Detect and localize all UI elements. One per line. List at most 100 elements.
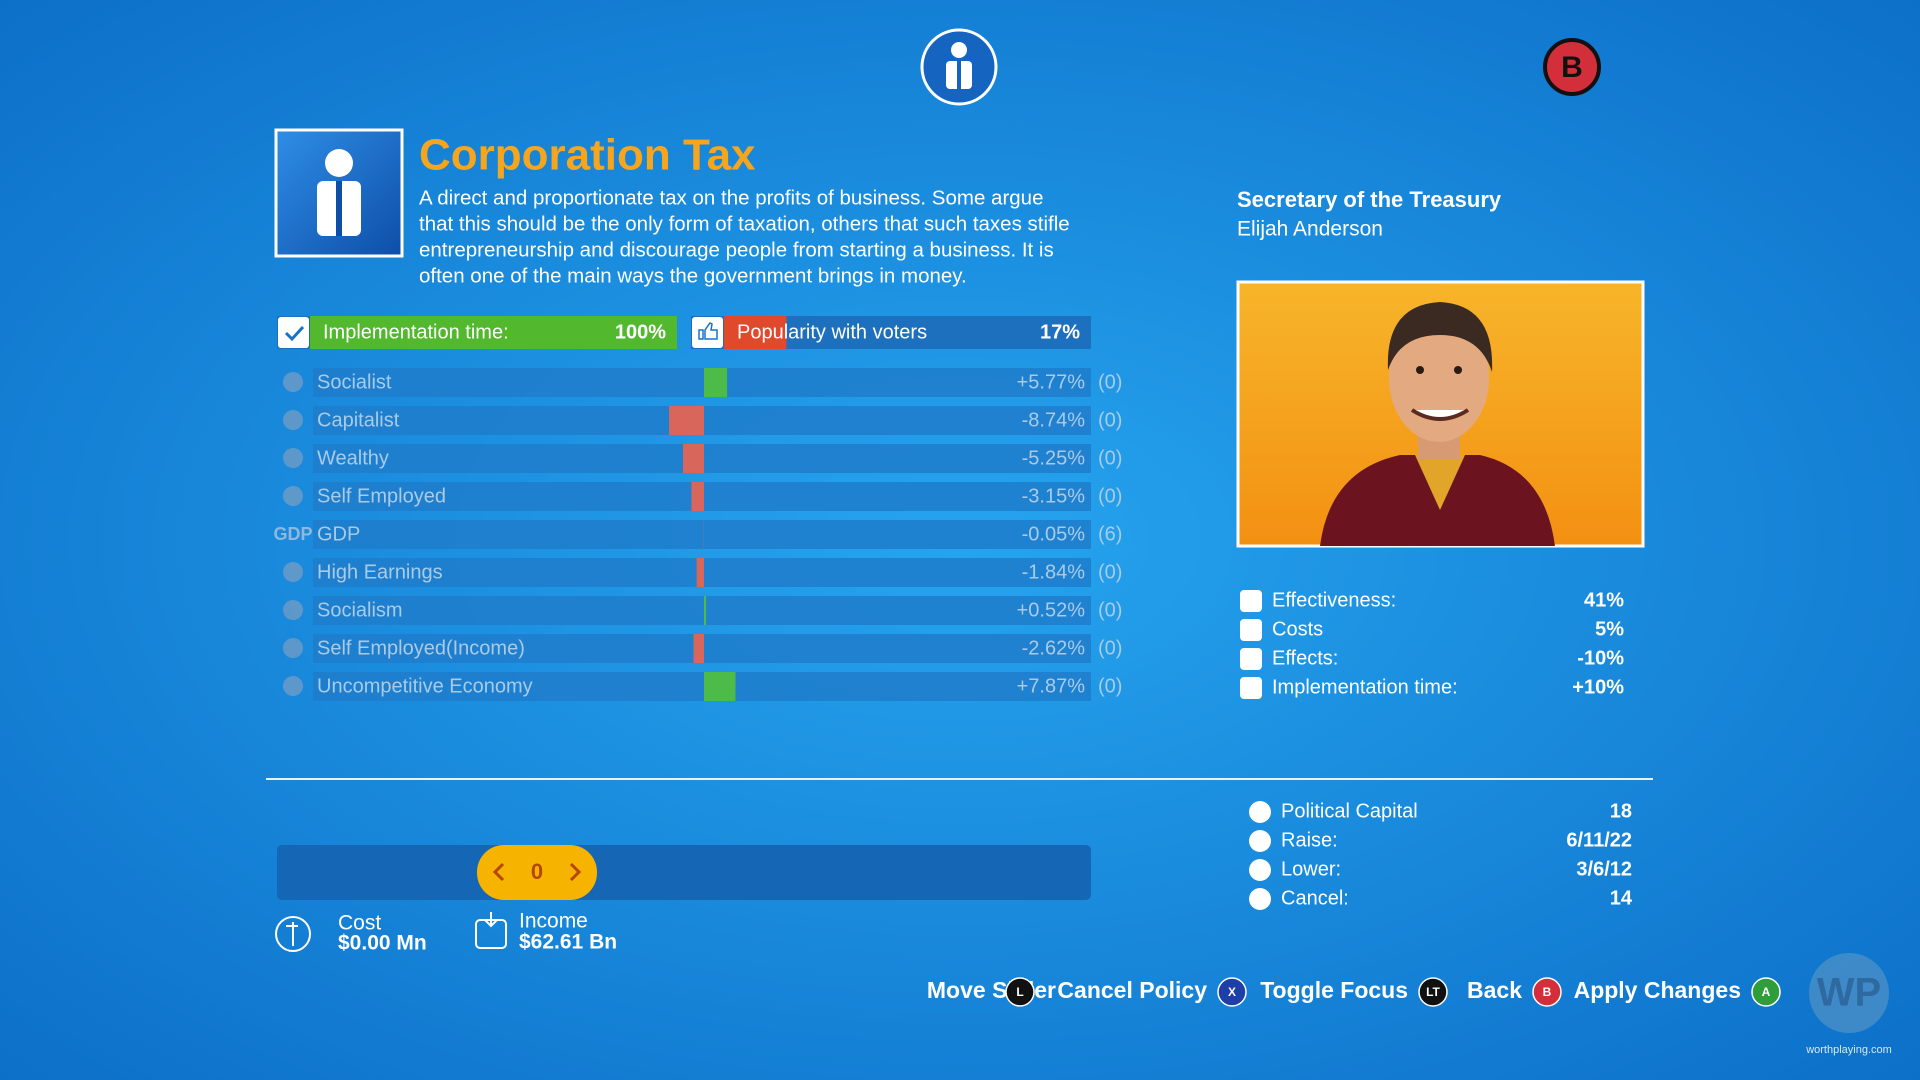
effect-icon-label: GDP xyxy=(273,524,312,544)
effect-value: +0.52% xyxy=(1017,599,1086,621)
modifier-icon xyxy=(1240,677,1262,699)
effect-row xyxy=(313,368,1091,397)
effect-row xyxy=(313,672,1091,701)
popularity-fill xyxy=(724,316,787,349)
effect-bar xyxy=(704,672,736,701)
control-button-label: LT xyxy=(1426,985,1440,999)
control-button-label: B xyxy=(1543,985,1552,999)
effect-delay: (0) xyxy=(1098,561,1122,583)
income-value: $62.61 Bn xyxy=(519,931,617,954)
effect-bar xyxy=(669,406,704,435)
modifier-value: 41% xyxy=(1584,589,1624,611)
check-mark xyxy=(284,325,305,342)
modifier-value: -10% xyxy=(1577,647,1624,669)
control-button-label: A xyxy=(1762,985,1771,999)
policy-description-line: that this should be the only form of tax… xyxy=(419,212,1070,235)
effect-bar xyxy=(683,444,704,473)
effect-value: +7.87% xyxy=(1017,675,1086,697)
modifier-label: Effects: xyxy=(1272,647,1338,669)
slider-knob[interactable]: 0 xyxy=(477,845,597,900)
effect-row xyxy=(313,520,1091,549)
capital-value: 6/11/22 xyxy=(1566,829,1632,851)
minister-title: Secretary of the Treasury xyxy=(1237,187,1502,212)
income-icon xyxy=(475,912,507,949)
slider-value: 0 xyxy=(531,859,543,884)
control-label: Back xyxy=(1467,977,1522,1003)
effect-delay: (0) xyxy=(1098,409,1122,431)
portrait xyxy=(1236,280,1645,548)
effect-name: GDP xyxy=(317,523,360,545)
cost-value: $0.00 Mn xyxy=(338,932,427,955)
effect-value: -3.15% xyxy=(1022,485,1086,507)
effect-icon xyxy=(283,600,303,620)
modifier-icon xyxy=(1240,619,1262,641)
effect-icon xyxy=(283,638,303,658)
capital-value: 18 xyxy=(1610,800,1632,822)
control-button[interactable] xyxy=(1418,977,1448,1007)
effect-value: -0.05% xyxy=(1022,523,1086,545)
effect-icon xyxy=(283,562,303,582)
effect-bar xyxy=(704,368,728,397)
control-label: Apply Changes xyxy=(1574,977,1741,1003)
effect-row xyxy=(313,596,1091,625)
implementation-label: Implementation time: xyxy=(323,321,509,343)
control-button[interactable] xyxy=(1005,977,1035,1007)
effect-name: Uncompetitive Economy xyxy=(317,675,533,697)
effect-icon xyxy=(283,448,303,468)
modifier-label: Implementation time: xyxy=(1272,676,1458,698)
control-button[interactable] xyxy=(1217,977,1247,1007)
effect-name: High Earnings xyxy=(317,561,443,583)
capital-icon xyxy=(1249,801,1271,823)
effect-name: Capitalist xyxy=(317,409,400,431)
control-button[interactable] xyxy=(1751,977,1781,1007)
effect-bar xyxy=(693,634,704,663)
cost-icon xyxy=(275,916,311,952)
back-badge[interactable]: B xyxy=(1543,38,1601,96)
effect-delay: (0) xyxy=(1098,485,1122,507)
policy-description-line: often one of the main ways the governmen… xyxy=(419,264,967,287)
popularity-label: Popularity with voters xyxy=(737,321,927,343)
capital-label: Lower: xyxy=(1281,858,1341,880)
thumb-icon xyxy=(698,322,718,340)
policy-title: Corporation Tax xyxy=(419,131,756,180)
effect-icon xyxy=(283,410,303,430)
modifier-icon xyxy=(1240,590,1262,612)
effect-bar xyxy=(704,596,707,625)
cost-label: Cost xyxy=(338,912,381,935)
popularity-thumb-box xyxy=(692,317,723,348)
capital-value: 3/6/12 xyxy=(1576,858,1632,880)
category-icon xyxy=(920,28,998,106)
effect-icon xyxy=(283,372,303,392)
effect-value: -2.62% xyxy=(1022,637,1086,659)
modifier-label: Effectiveness: xyxy=(1272,589,1396,611)
capital-label: Raise: xyxy=(1281,829,1338,851)
effect-name: Wealthy xyxy=(317,447,389,469)
control-button[interactable] xyxy=(1532,977,1562,1007)
implementation-fill xyxy=(310,316,677,349)
capital-icon xyxy=(1249,859,1271,881)
capital-label: Cancel: xyxy=(1281,887,1349,909)
control-button-label: X xyxy=(1228,985,1236,999)
watermark-logo: WP xyxy=(1809,953,1889,1033)
modifier-label: Costs xyxy=(1272,618,1323,640)
control-label: Cancel Policy xyxy=(1057,977,1207,1003)
modifier-value: +10% xyxy=(1572,676,1624,698)
slider-track[interactable] xyxy=(277,845,1091,900)
effect-name: Self Employed(Income) xyxy=(317,637,525,659)
modifier-value: 5% xyxy=(1595,618,1624,640)
effect-value: -5.25% xyxy=(1022,447,1086,469)
policy-description-line: entrepreneurship and discourage people f… xyxy=(419,238,1054,261)
watermark-logo-text: WP xyxy=(1817,971,1881,1015)
implementation-check xyxy=(278,317,309,348)
watermark-site: worthplaying.com xyxy=(1805,1044,1892,1056)
modifier-icon xyxy=(1240,648,1262,670)
policy-description-line: A direct and proportionate tax on the pr… xyxy=(419,186,1044,209)
policy-icon xyxy=(274,128,404,258)
effect-delay: (0) xyxy=(1098,637,1122,659)
effect-delay: (0) xyxy=(1098,371,1122,393)
effect-value: -1.84% xyxy=(1022,561,1086,583)
effect-delay: (6) xyxy=(1098,523,1122,545)
effect-delay: (0) xyxy=(1098,675,1122,697)
effect-bar xyxy=(696,558,704,587)
